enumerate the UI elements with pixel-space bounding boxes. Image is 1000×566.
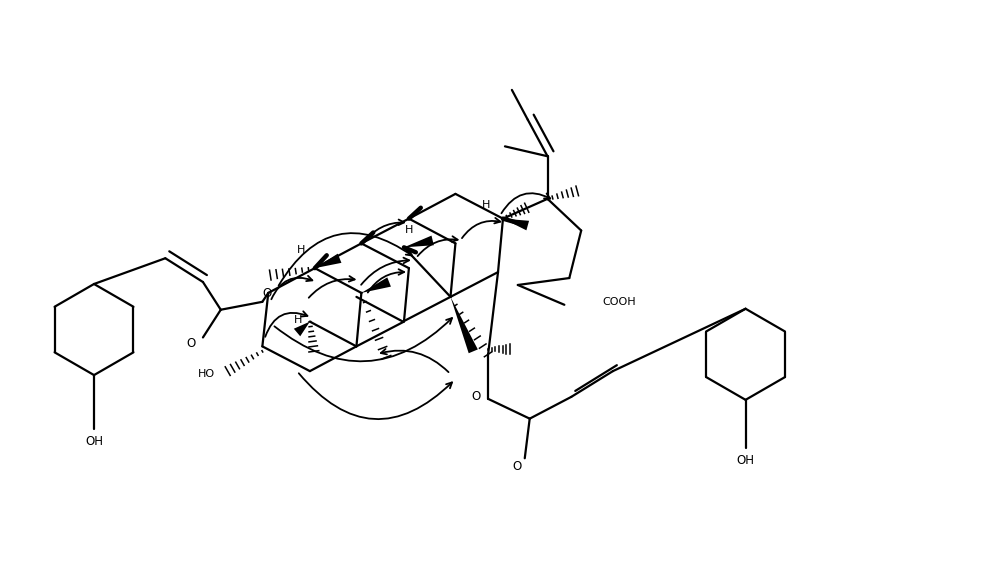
Text: O: O <box>472 391 481 404</box>
Text: H: H <box>405 225 413 234</box>
Polygon shape <box>361 277 391 293</box>
Text: H: H <box>297 245 305 255</box>
Polygon shape <box>294 321 310 336</box>
Polygon shape <box>503 218 529 230</box>
Text: O: O <box>186 337 196 350</box>
Polygon shape <box>450 297 478 353</box>
Text: H: H <box>482 200 490 210</box>
Text: H: H <box>294 315 302 325</box>
Text: OH: OH <box>737 454 755 467</box>
Text: O: O <box>512 460 521 473</box>
Text: OH: OH <box>85 435 103 448</box>
Text: HO: HO <box>198 369 215 379</box>
Text: O: O <box>263 288 272 301</box>
Polygon shape <box>404 235 434 247</box>
Polygon shape <box>315 254 341 268</box>
Text: COOH: COOH <box>602 297 636 307</box>
